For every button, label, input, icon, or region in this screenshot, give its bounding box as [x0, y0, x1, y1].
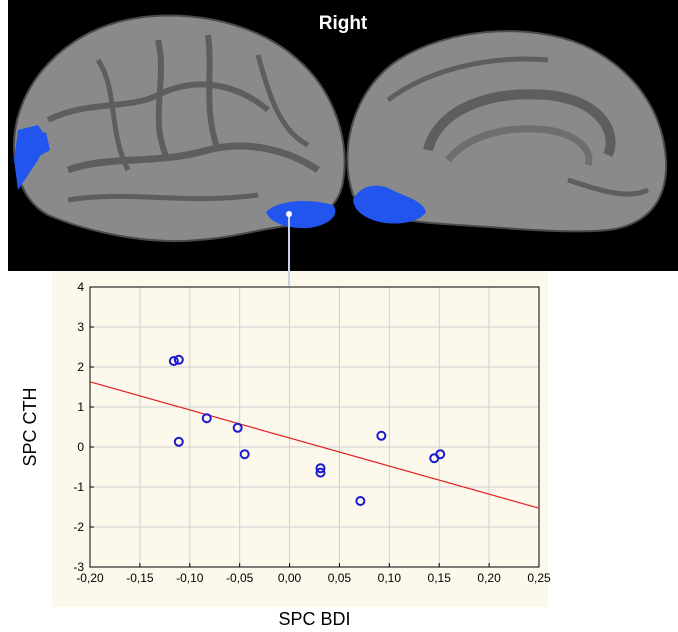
x-axis-label: SPC BDI [278, 609, 350, 629]
x-tick-label: -0,05 [226, 571, 254, 585]
regression-line [89, 381, 540, 509]
data-point [355, 496, 366, 506]
connector-dot [286, 211, 292, 217]
data-point [173, 354, 184, 365]
x-tick-label: 0,05 [328, 571, 352, 585]
data-point [239, 449, 250, 460]
x-tick-label: 0,15 [428, 571, 452, 585]
y-tick-label: 0 [77, 440, 84, 454]
data-point [435, 449, 446, 460]
y-tick-label: 1 [77, 400, 84, 414]
x-tick-label: -0,20 [76, 571, 104, 585]
grid [90, 287, 539, 567]
plot-frame [89, 286, 540, 568]
x-tick-label: 0,10 [378, 571, 402, 585]
data-point [376, 430, 387, 441]
data-point [168, 356, 179, 366]
x-tick-label: -0,10 [176, 571, 204, 585]
y-tick-label: -2 [73, 520, 84, 534]
y-tick-label: 3 [77, 320, 84, 334]
data-points [168, 354, 446, 506]
data-point [315, 463, 326, 474]
y-axis-label: SPC CTH [20, 387, 40, 466]
brain-surface-image [12, 14, 668, 243]
y-tick-label: 2 [77, 360, 84, 374]
y-tick-label: -1 [73, 480, 84, 494]
brain-surface-panel [8, 0, 678, 271]
hemisphere-title: Right [318, 13, 368, 34]
data-point [315, 467, 326, 478]
x-tick-label: 0,20 [477, 571, 501, 585]
medial-hemisphere [346, 30, 668, 233]
y-tick-label: 4 [77, 280, 84, 294]
data-point [232, 422, 243, 433]
lateral-hemisphere [12, 14, 346, 243]
x-tick-label: 0,25 [527, 571, 551, 585]
x-tick-label: -0,15 [126, 571, 154, 585]
y-tick-label: -3 [73, 560, 84, 574]
data-point [173, 436, 184, 447]
data-point [201, 413, 212, 424]
x-tick-label: 0,00 [278, 571, 302, 585]
ticks: -0,20 -0,15 -0,10 -0,05 0,00 0,05 0,10 0,15 0,20… [73, 280, 551, 585]
